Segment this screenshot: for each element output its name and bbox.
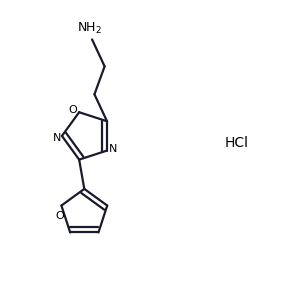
Text: NH$_2$: NH$_2$ bbox=[77, 21, 102, 36]
Text: O: O bbox=[69, 105, 77, 115]
Text: N: N bbox=[109, 144, 117, 154]
Text: O: O bbox=[55, 211, 64, 221]
Text: HCl: HCl bbox=[225, 136, 249, 150]
Text: N: N bbox=[53, 133, 61, 143]
